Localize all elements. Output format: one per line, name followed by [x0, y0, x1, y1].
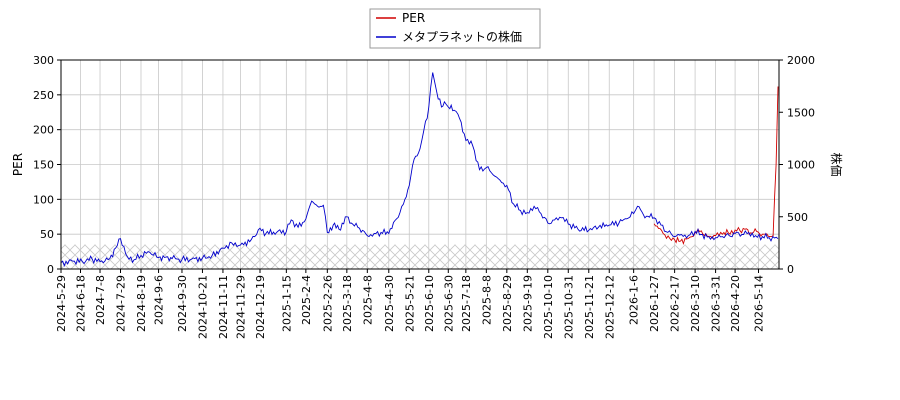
x-tick-label: 2025-2-4 — [300, 275, 313, 325]
x-tick-label: 2024-7-29 — [115, 275, 128, 332]
x-tick-label: 2024-11-11 — [217, 275, 230, 339]
x-tick-label: 2025-4-8 — [361, 275, 374, 325]
x-tick-label: 2025-11-21 — [583, 275, 596, 339]
x-tick-label: 2025-7-18 — [460, 275, 473, 332]
legend: PER メタプラネットの株価 — [369, 8, 541, 49]
series-layer — [61, 72, 779, 268]
y-tick-label-right: 2000 — [787, 54, 815, 67]
x-tick-label: 2025-12-12 — [603, 275, 616, 339]
y-tick-label-left: 250 — [33, 89, 54, 102]
hatched-band — [61, 244, 779, 269]
x-tick-label: 2025-10-10 — [542, 275, 555, 339]
x-tick-label: 2026-3-10 — [689, 275, 702, 332]
x-tick-label: 2025-1-15 — [280, 275, 293, 332]
y-tick-label-left: 100 — [33, 193, 54, 206]
x-tick-label: 2025-3-18 — [341, 275, 354, 332]
series-line-stock-price — [61, 72, 779, 268]
y-axis-left-label: PER — [11, 153, 25, 176]
x-tick-label: 2024-11-29 — [235, 275, 248, 339]
y-tick-label-left: 300 — [33, 54, 54, 67]
y-tick-label-left: 0 — [47, 263, 54, 276]
legend-box — [369, 8, 541, 49]
x-tick-label: 2026-4-20 — [729, 275, 742, 332]
y-tick-label-right: 1000 — [787, 159, 815, 172]
x-axis: 2024-5-29 2024-6-18 2024-7-8 2024-7-29 2024-… — [55, 269, 766, 339]
x-tick-label: 2025-6-10 — [423, 275, 436, 332]
x-tick-label: 2026-1-27 — [648, 275, 661, 332]
x-tick-label: 2024-12-19 — [254, 275, 267, 339]
series-line-per — [653, 86, 779, 246]
x-tick-label: 2026-1-6 — [628, 275, 641, 325]
x-tick-label: 2025-4-30 — [383, 275, 396, 332]
x-tick-label: 2025-2-26 — [321, 275, 334, 332]
y-tick-label-right: 500 — [787, 211, 808, 224]
legend-label-per: PER — [402, 11, 425, 25]
x-tick-label: 2026-3-31 — [710, 275, 723, 332]
x-tick-label: 2024-10-21 — [196, 275, 209, 339]
x-tick-label: 2024-5-29 — [55, 275, 68, 332]
y-axis-right-label: 株価 — [829, 152, 844, 176]
y-tick-label-right: 1500 — [787, 106, 815, 119]
x-tick-label: 2025-9-19 — [521, 275, 534, 332]
y-axis-right: 0 500 1000 1500 2000 — [779, 54, 815, 276]
x-tick-label: 2026-5-14 — [753, 275, 766, 332]
x-tick-label: 2025-8-29 — [501, 275, 514, 332]
x-tick-label: 2024-6-18 — [75, 275, 88, 332]
grid — [60, 59, 779, 270]
x-tick-label: 2025-5-21 — [403, 275, 416, 332]
x-tick-label: 2024-8-19 — [135, 275, 148, 332]
x-tick-label: 2025-6-30 — [442, 275, 455, 332]
y-tick-label-left: 200 — [33, 124, 54, 137]
y-tick-label-left: 150 — [33, 159, 54, 172]
x-tick-label: 2024-9-6 — [153, 275, 166, 325]
x-tick-label: 2025-10-31 — [562, 275, 575, 339]
x-tick-label: 2025-8-8 — [480, 275, 493, 325]
y-axis-left: 0 50 100 150 200 250 300 — [33, 54, 61, 276]
y-tick-label-left: 50 — [40, 228, 54, 241]
x-tick-label: 2026-2-17 — [669, 275, 682, 332]
y-tick-label-right: 0 — [787, 263, 794, 276]
x-tick-label: 2024-9-30 — [176, 275, 189, 332]
legend-label-stock-price: メタプラネットの株価 — [402, 29, 522, 44]
x-tick-label: 2024-7-8 — [94, 275, 107, 325]
